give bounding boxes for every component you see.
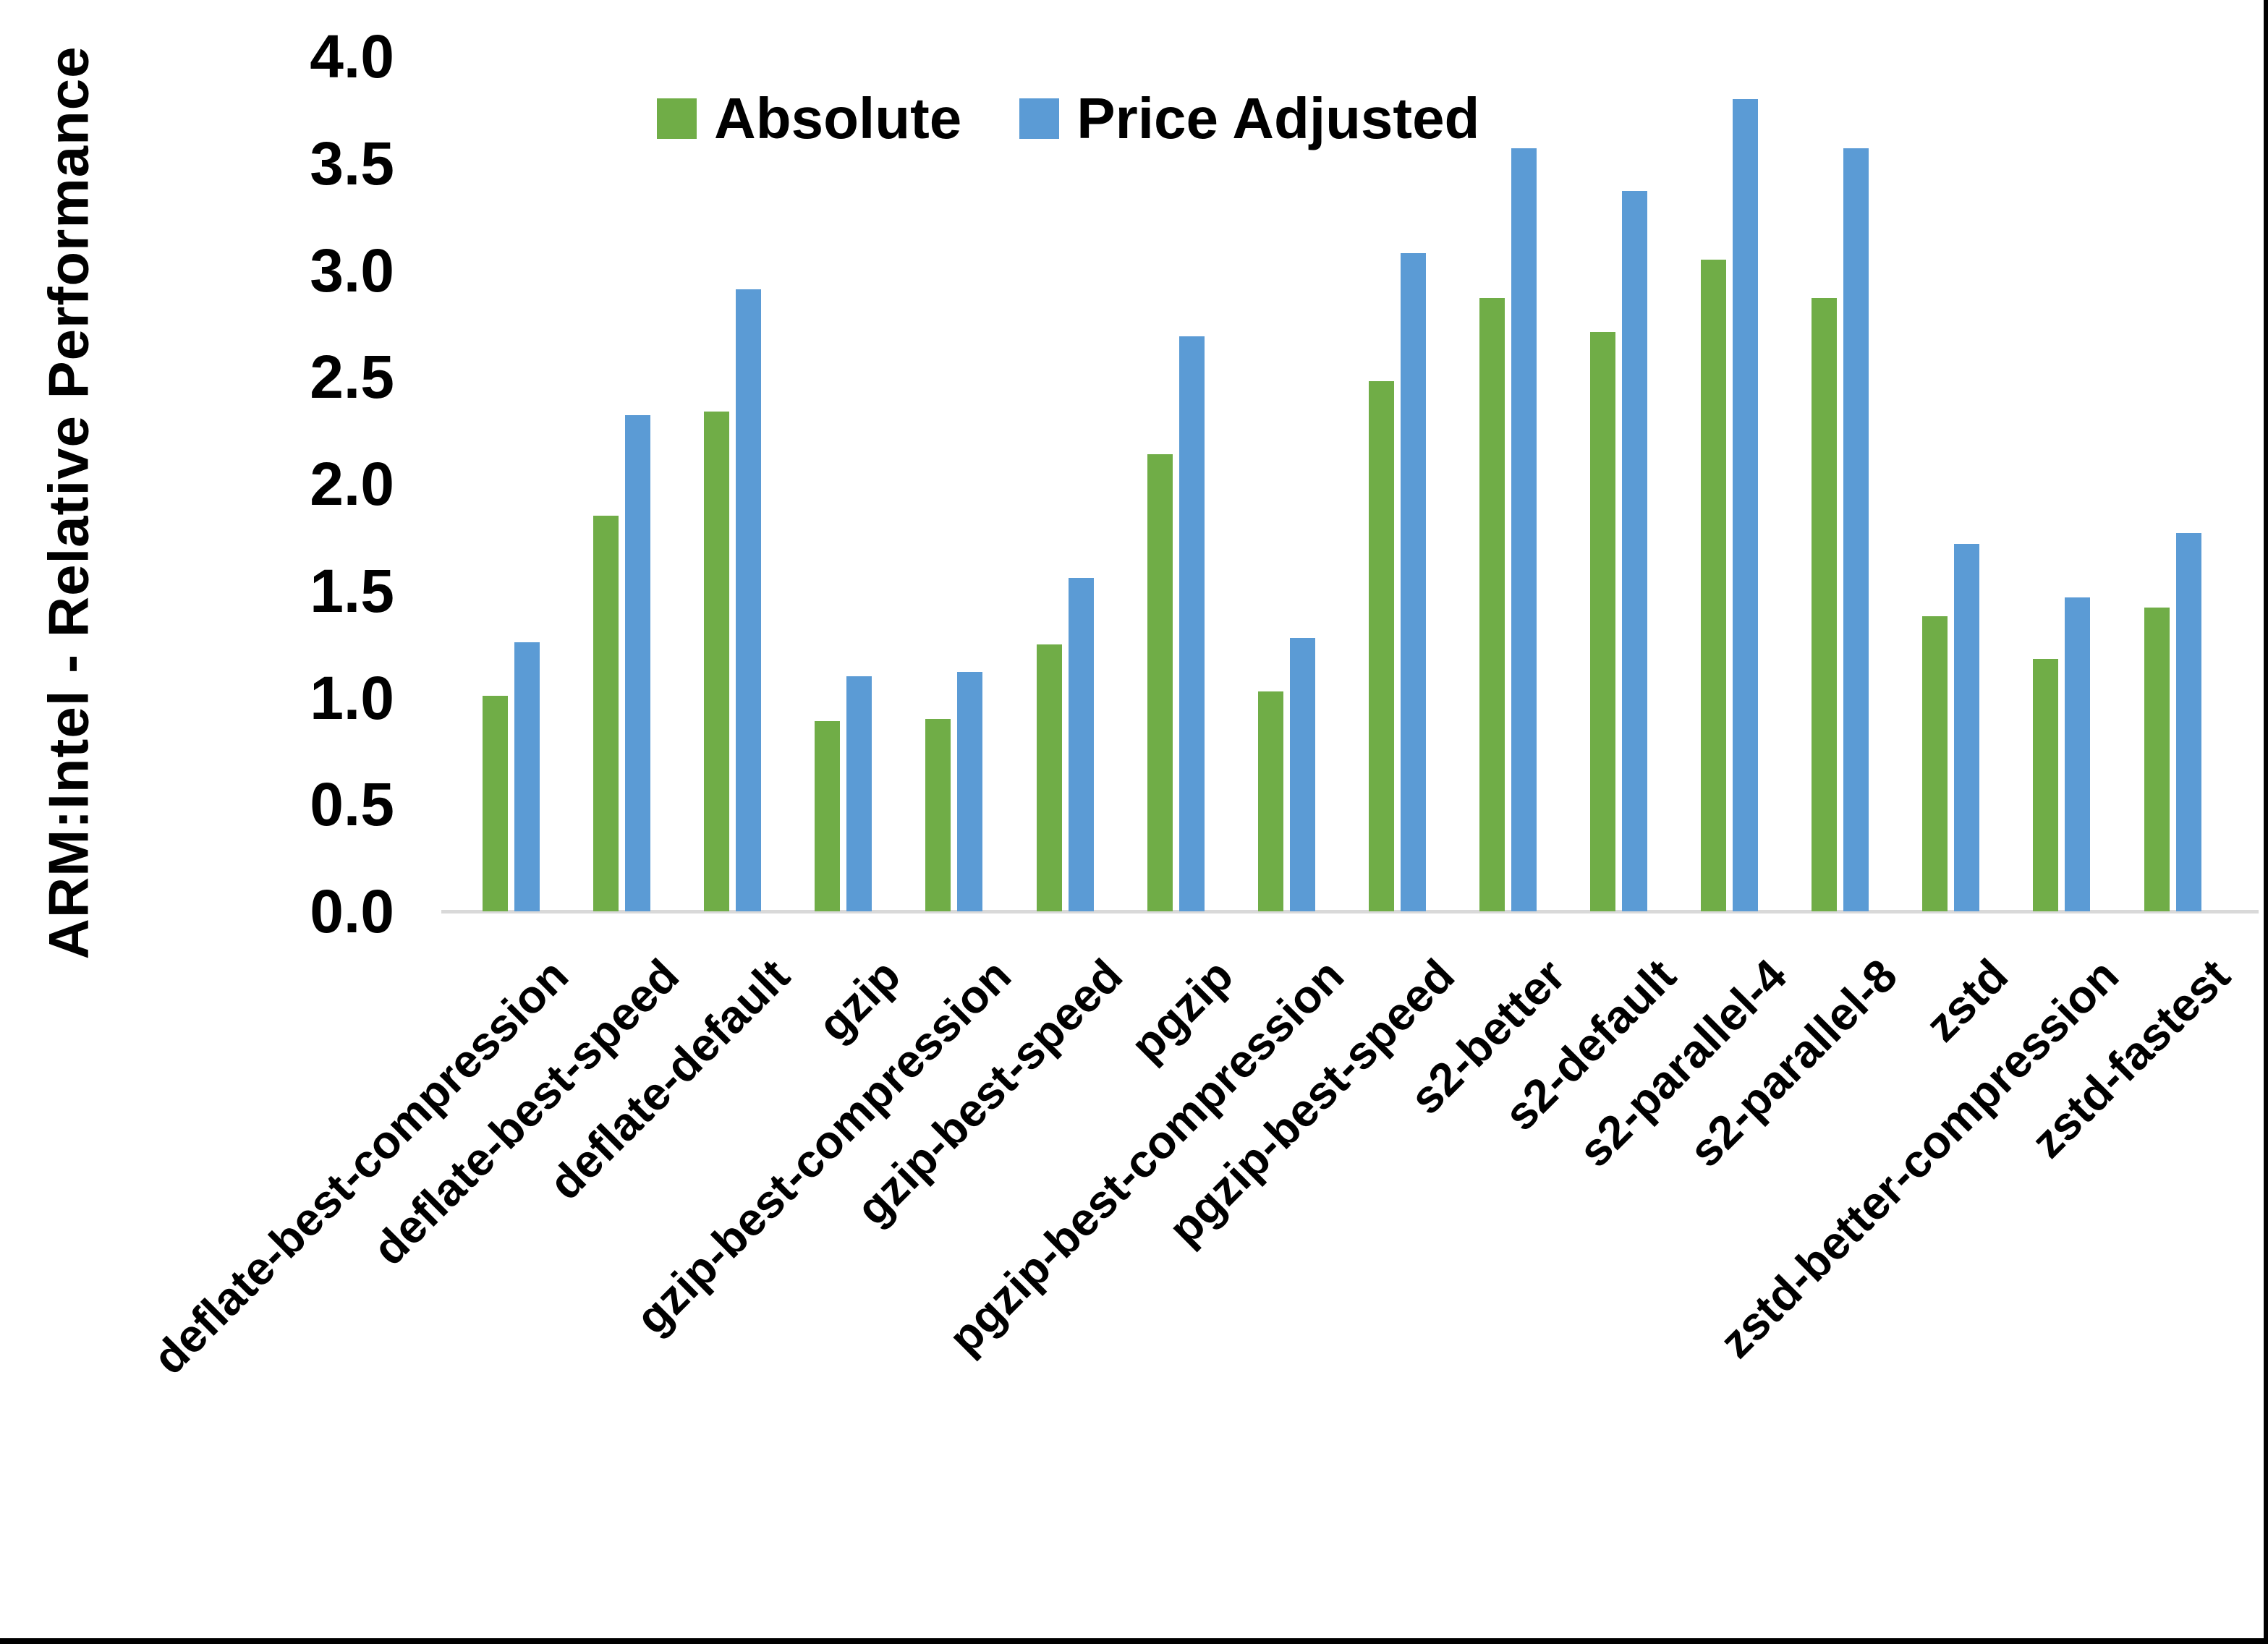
bar-price-adjusted-pgzip-best-speed [1401, 253, 1426, 911]
bar-absolute-pgzip [1147, 454, 1173, 911]
bar-price-adjusted-zstd-fastest [2176, 533, 2201, 911]
bar-price-adjusted-zstd [1954, 544, 1979, 911]
legend: Absolute Price Adjusted [657, 90, 1479, 148]
bar-price-adjusted-s2-parallel-4 [1733, 99, 1758, 911]
bar-absolute-deflate-best-compression [483, 696, 508, 911]
legend-swatch-icon-absolute [657, 98, 697, 139]
y-tick-label-1.5: 1.5 [310, 556, 394, 625]
legend-swatch-icon-price-adjusted [1019, 98, 1060, 139]
bar-price-adjusted-zstd-better-compression [2065, 597, 2090, 911]
bar-absolute-pgzip-best-speed [1369, 381, 1394, 911]
legend-item-price-adjusted: Price Adjusted [1019, 90, 1479, 148]
bar-price-adjusted-gzip-best-compression [957, 672, 982, 911]
y-axis-title: ARM:Intel - Relative Performance [36, 46, 101, 960]
y-tick-label-2.5: 2.5 [310, 343, 394, 412]
bar-price-adjusted-s2-default [1622, 191, 1647, 911]
bar-absolute-zstd-better-compression [2033, 659, 2058, 911]
y-tick-label-3.5: 3.5 [310, 129, 394, 197]
frame-border-bottom [0, 1638, 2268, 1644]
bar-price-adjusted-pgzip-best-compression [1290, 638, 1315, 911]
bar-absolute-zstd [1922, 616, 1948, 911]
bar-absolute-gzip-best-compression [925, 719, 951, 911]
y-tick-label-0.5: 0.5 [310, 770, 394, 839]
bar-absolute-deflate-default [704, 412, 729, 911]
bar-absolute-s2-default [1590, 332, 1615, 911]
bar-absolute-gzip [815, 721, 840, 911]
y-tick-label-3.0: 3.0 [310, 236, 394, 304]
y-tick-label-0.0: 0.0 [310, 877, 394, 945]
bar-absolute-zstd-fastest [2144, 608, 2170, 911]
y-tick-label-4.0: 4.0 [310, 22, 394, 90]
y-tick-label-2.0: 2.0 [310, 450, 394, 518]
bar-price-adjusted-deflate-default [736, 289, 761, 911]
bar-price-adjusted-gzip [846, 676, 872, 911]
legend-item-absolute: Absolute [657, 90, 961, 148]
legend-label: Absolute [714, 86, 962, 150]
bar-absolute-gzip-best-speed [1037, 644, 1062, 911]
bar-price-adjusted-pgzip [1179, 336, 1205, 911]
bar-absolute-s2-better [1479, 298, 1505, 911]
bar-price-adjusted-s2-parallel-8 [1843, 148, 1869, 911]
y-tick-label-1.0: 1.0 [310, 663, 394, 732]
bar-absolute-s2-parallel-4 [1701, 260, 1726, 911]
bar-absolute-pgzip-best-compression [1258, 691, 1283, 911]
bar-absolute-deflate-best-speed [593, 516, 619, 911]
bar-price-adjusted-s2-better [1511, 148, 1537, 911]
x-axis-line [441, 910, 2259, 913]
bar-price-adjusted-gzip-best-speed [1069, 578, 1094, 911]
bar-absolute-s2-parallel-8 [1812, 298, 1837, 911]
frame-border-right [2264, 0, 2268, 1644]
bar-price-adjusted-deflate-best-speed [625, 415, 650, 911]
legend-label: Price Adjusted [1076, 86, 1480, 150]
bar-price-adjusted-deflate-best-compression [514, 642, 540, 911]
